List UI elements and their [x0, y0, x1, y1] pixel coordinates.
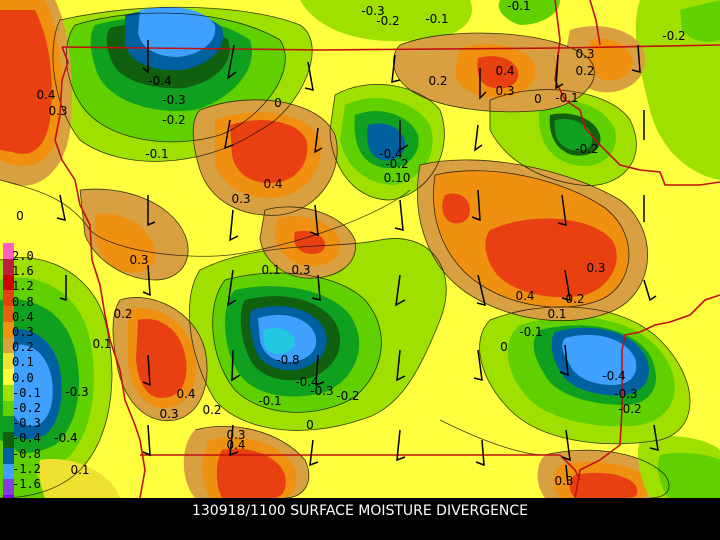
- contour-label: 0.10: [384, 171, 411, 185]
- legend-swatch: [3, 369, 14, 386]
- contour-label: 0.3: [495, 84, 514, 98]
- legend-swatch: [3, 243, 14, 260]
- contour-label: -0.2: [162, 113, 185, 127]
- legend-swatch: [3, 400, 14, 417]
- contour-label: -0.1: [425, 12, 448, 26]
- legend-swatch: [3, 258, 14, 275]
- contour-label: 0.3: [129, 253, 148, 267]
- legend-label: -0.2: [12, 401, 41, 415]
- legend-label: -1.2: [12, 461, 41, 476]
- contour-label: -0.2: [385, 157, 408, 171]
- legend-swatch: [3, 447, 14, 465]
- contour-label: -0.4: [295, 375, 318, 389]
- contour-label: -0.2: [662, 29, 685, 43]
- contour-label: 0.3: [575, 47, 594, 61]
- legend-swatch: [3, 337, 14, 354]
- contour-label: 0.4: [515, 289, 534, 303]
- legend-label: 0.0: [12, 370, 34, 385]
- contour-label: 0.1: [92, 337, 111, 351]
- legend-swatch: [3, 306, 14, 323]
- contour-label: -0.3: [162, 93, 185, 107]
- legend-label: 2.0: [12, 249, 34, 263]
- contour-label: -0.2: [336, 389, 359, 403]
- contour-label: -0.8: [276, 353, 299, 367]
- contour-label: 0: [500, 340, 508, 354]
- contour-label: -0.4: [379, 147, 402, 161]
- contour-label: 0.3: [231, 192, 250, 206]
- contour-label: 0.3: [48, 104, 67, 118]
- legend-swatch: [3, 290, 14, 307]
- legend-label: 0.8: [12, 294, 34, 309]
- legend-label: 1.6: [12, 264, 34, 279]
- contour-label: 0.4: [36, 88, 55, 102]
- contour-label: 0: [274, 96, 282, 110]
- contour-label: -0.2: [618, 402, 641, 416]
- legend-label: -1.6: [12, 477, 41, 491]
- contour-label: -0.2: [575, 142, 598, 156]
- contour-labels: -0.3-0.2 -0.1-0.1-0.20.30.20.40.30.20 -0.1…: [16, 0, 686, 488]
- contour-label: 0.4: [495, 64, 514, 78]
- legend-swatch: [3, 432, 14, 449]
- legend-swatch: [3, 479, 14, 496]
- contour-label: 0.3: [554, 474, 573, 488]
- contour-label: -0.2: [376, 14, 399, 28]
- contour-label: 0.3: [226, 428, 245, 442]
- contour-label: -0.1: [145, 147, 168, 161]
- contour-label: 0.3: [159, 407, 178, 421]
- legend-swatch: [3, 274, 14, 291]
- legend-label: 0.3: [12, 325, 34, 339]
- legend-label: -0.1: [12, 385, 41, 400]
- legend-swatch: [3, 463, 14, 480]
- wind-barbs: [56, 40, 659, 486]
- contour-label: -0.1: [507, 0, 530, 13]
- map-caption: 130918/1100 SURFACE MOISTURE DIVERGENCE: [0, 498, 720, 540]
- contour-lines: [0, 6, 691, 499]
- contour-label: 0.2: [575, 64, 594, 78]
- legend-label: 0.2: [12, 340, 34, 355]
- contour-label: 0.2: [113, 307, 132, 321]
- legend-swatch: [3, 353, 14, 370]
- contour-label: -0.3: [361, 4, 384, 18]
- contour-label: -0.4: [148, 74, 171, 88]
- contour-label: -0.1: [519, 325, 542, 339]
- contour-label: 0: [534, 92, 542, 106]
- legend-swatch: [3, 416, 14, 433]
- contour-label: 0.4: [263, 177, 282, 191]
- contour-label: 0.3: [291, 263, 310, 277]
- contour-label: -0.4: [54, 431, 77, 445]
- contour-label: 0.1: [261, 263, 280, 277]
- legend-label: -0.4: [12, 431, 41, 446]
- contour-label: -0.1: [555, 91, 578, 105]
- contour-label: 0.1: [70, 463, 89, 477]
- contour-label: -0.3: [65, 385, 88, 399]
- contour-label: -0.1: [258, 394, 281, 408]
- contour-label: -0.3: [310, 384, 333, 398]
- contour-label: 0.2: [565, 292, 584, 306]
- state-borders: [54, 0, 720, 499]
- contour-label: 0.1: [547, 307, 566, 321]
- legend-label: 0.4: [12, 309, 34, 324]
- contour-label: 0.3: [586, 261, 605, 275]
- contour-label: 0.2: [202, 403, 221, 417]
- legend-label: 0.1: [12, 355, 34, 370]
- contour-label: 0.4: [226, 438, 245, 452]
- legend-label: -0.3: [12, 416, 41, 431]
- contour-label: 0.4: [176, 387, 195, 401]
- contour-label: 0: [306, 418, 314, 432]
- legend-swatch: [3, 384, 14, 402]
- legend-label: 1.2: [12, 279, 34, 294]
- contour-label: 0: [16, 209, 24, 223]
- legend-label: -0.8: [12, 446, 41, 461]
- contour-label: 0.2: [428, 74, 447, 88]
- contour-label: -0.3: [614, 387, 637, 401]
- legend-swatch: [3, 321, 14, 339]
- contour-label: -0.4: [602, 369, 625, 383]
- contour-fill: [0, 0, 720, 498]
